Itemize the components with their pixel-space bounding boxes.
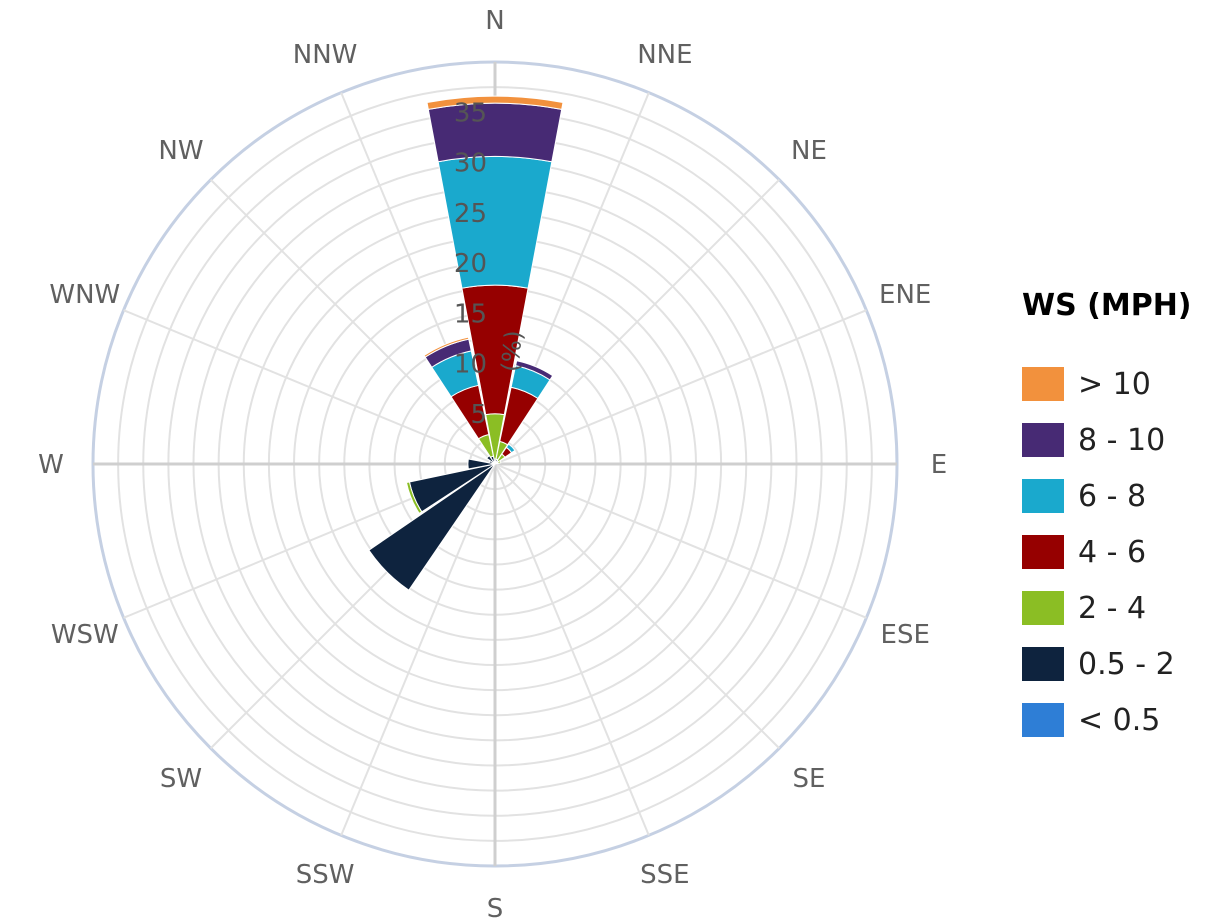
legend-label: < 0.5: [1078, 702, 1161, 738]
radial-tick-label: 35: [454, 98, 487, 128]
grid-spoke: [210, 179, 496, 465]
legend-item[interactable]: 4 - 6: [1022, 524, 1175, 580]
legend-swatch: [1022, 591, 1064, 625]
direction-label-se: SE: [793, 764, 826, 794]
grid-spoke: [494, 309, 867, 465]
radial-tick-label: 25: [454, 199, 487, 229]
bar-segment-n: [426, 95, 564, 111]
legend-title: WS (MPH): [1022, 288, 1192, 323]
direction-label-sw: SW: [160, 764, 202, 794]
direction-label-ne: NE: [791, 136, 827, 166]
direction-label-wsw: WSW: [51, 620, 119, 650]
legend-item[interactable]: 2 - 4: [1022, 580, 1175, 636]
radial-tick-label: 20: [454, 249, 487, 279]
bar-segment-nne: [515, 360, 554, 381]
legend-item[interactable]: 8 - 10: [1022, 412, 1175, 468]
legend: > 10 8 - 10 6 - 8 4 - 6 2 - 4 0.5 - 2 < 0.5: [1022, 356, 1175, 748]
legend-label: 4 - 6: [1078, 534, 1147, 570]
direction-label-w: W: [38, 450, 64, 480]
direction-label-wnw: WNW: [49, 280, 120, 310]
direction-label-n: N: [485, 6, 504, 36]
legend-swatch: [1022, 367, 1064, 401]
radial-tick-label: 5: [470, 400, 487, 430]
bar-segment-w: [467, 458, 496, 470]
legend-swatch: [1022, 423, 1064, 457]
bar-segment-ene: [496, 460, 502, 464]
direction-label-e: E: [931, 450, 947, 480]
direction-label-ene: ENE: [879, 280, 931, 310]
grid: [93, 62, 897, 866]
legend-swatch: [1022, 703, 1064, 737]
bar-segment-sw: [368, 463, 496, 591]
radial-axis-title: (%): [496, 329, 528, 373]
legend-label: 0.5 - 2: [1078, 646, 1175, 682]
grid-spoke: [340, 463, 496, 836]
radial-tick-label: 30: [454, 149, 487, 179]
legend-label: 2 - 4: [1078, 590, 1147, 626]
radial-tick-label: 15: [454, 299, 487, 329]
legend-swatch: [1022, 647, 1064, 681]
grid-spoke: [494, 463, 867, 619]
bar-segment-wsw: [405, 481, 423, 515]
legend-item[interactable]: < 0.5: [1022, 692, 1175, 748]
grid-spoke: [123, 309, 496, 465]
legend-item[interactable]: 6 - 8: [1022, 468, 1175, 524]
direction-label-nne: NNE: [637, 40, 692, 70]
legend-label: > 10: [1078, 366, 1151, 402]
direction-label-ssw: SSW: [296, 860, 355, 890]
legend-item[interactable]: > 10: [1022, 356, 1175, 412]
direction-label-nw: NW: [158, 136, 203, 166]
direction-label-s: S: [487, 894, 504, 922]
legend-item[interactable]: 0.5 - 2: [1022, 636, 1175, 692]
legend-swatch: [1022, 535, 1064, 569]
wind-bars: [368, 95, 564, 591]
bar-segment-n: [427, 102, 563, 163]
grid-spoke: [494, 463, 650, 836]
legend-label: 6 - 8: [1078, 478, 1147, 514]
grid-spoke: [494, 463, 780, 749]
legend-label: 8 - 10: [1078, 422, 1166, 458]
direction-label-sse: SSE: [640, 860, 689, 890]
bar-segment-nnw: [423, 336, 470, 358]
grid-spoke: [494, 179, 780, 465]
direction-label-nnw: NNW: [293, 40, 358, 70]
legend-swatch: [1022, 479, 1064, 513]
radial-tick-label: 10: [454, 350, 487, 380]
direction-label-ese: ESE: [881, 620, 930, 650]
bar-segment-ne: [505, 443, 516, 454]
